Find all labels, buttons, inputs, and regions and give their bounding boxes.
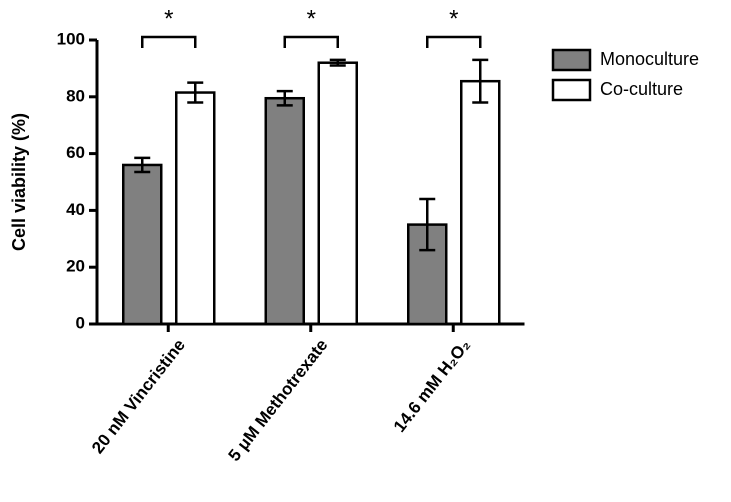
bar [122, 163, 163, 326]
x-tick-label: 14.6 mM H₂O₂ [390, 336, 474, 436]
bar [460, 79, 501, 326]
y-tick-label: 80 [66, 86, 85, 105]
y-axis-label: Cell viability (%) [9, 113, 29, 251]
legend-swatch [551, 48, 592, 72]
significance-marker: * [164, 5, 173, 32]
y-tick-label: 100 [57, 29, 85, 48]
y-tick-label: 40 [66, 200, 85, 219]
y-tick-label: 0 [76, 313, 85, 332]
significance-marker: * [449, 5, 458, 32]
bar [175, 91, 216, 326]
y-tick-label: 20 [66, 257, 85, 276]
significance-bracket [426, 35, 482, 48]
x-tick-label: 20 nM Vincristine [88, 336, 189, 458]
bar [264, 96, 305, 326]
error-bar [187, 81, 204, 104]
bar [317, 61, 358, 326]
legend-label: Co-culture [600, 79, 683, 99]
error-bar [472, 58, 489, 104]
legend-label: Monoculture [600, 49, 699, 69]
significance-bracket [283, 35, 339, 48]
significance-bracket [141, 35, 197, 48]
y-tick-label: 60 [66, 143, 85, 162]
legend-swatch [551, 78, 592, 102]
error-bar [419, 197, 436, 252]
significance-marker: * [307, 5, 316, 32]
x-tick-label: 5 μM Methotrexate [225, 336, 332, 465]
error-bar [329, 58, 346, 67]
error-bar [276, 89, 293, 107]
error-bar [134, 156, 151, 174]
